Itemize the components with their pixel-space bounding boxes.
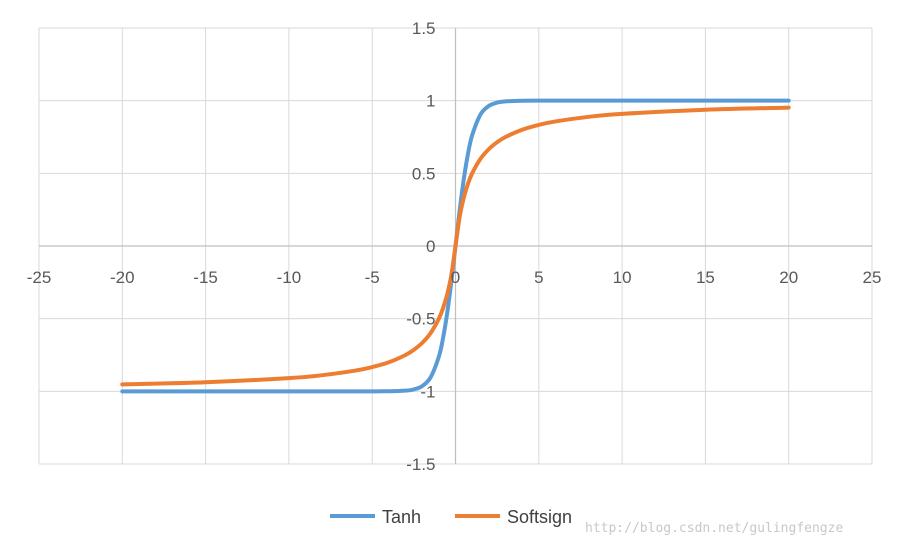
y-tick-label: 0.5 [412,164,436,183]
y-tick-label: -0.5 [406,310,435,329]
x-tick-label: 15 [696,268,715,287]
x-tick-label: 5 [534,268,543,287]
legend: Tanh Softsign [330,507,572,527]
x-tick-label: -25 [27,268,52,287]
x-tick-label: 25 [863,268,882,287]
legend-label-tanh: Tanh [382,507,421,527]
x-tick-label: 0 [451,268,460,287]
legend-label-softsign: Softsign [507,507,572,527]
y-tick-label: -1.5 [406,455,435,474]
x-tick-label: -15 [193,268,218,287]
y-tick-label: 0 [426,237,435,256]
x-tick-label: -5 [365,268,380,287]
x-tick-label: -20 [110,268,135,287]
x-tick-label: -10 [277,268,302,287]
y-tick-label: 1 [426,92,435,111]
y-tick-label: 1.5 [412,19,436,38]
y-tick-label: -1 [420,382,435,401]
series-line-softsign [120,105,791,387]
x-tick-label: 10 [613,268,632,287]
tick-labels: -25 -20 -15 -10 -5 0 5 10 15 20 25 -1.5 -1 -0.5 0 0.5 1 1… [27,19,882,474]
watermark-text: http://blog.csdn.net/gulingfengze [585,521,843,536]
series-group [120,98,791,394]
x-tick-label: 20 [779,268,798,287]
